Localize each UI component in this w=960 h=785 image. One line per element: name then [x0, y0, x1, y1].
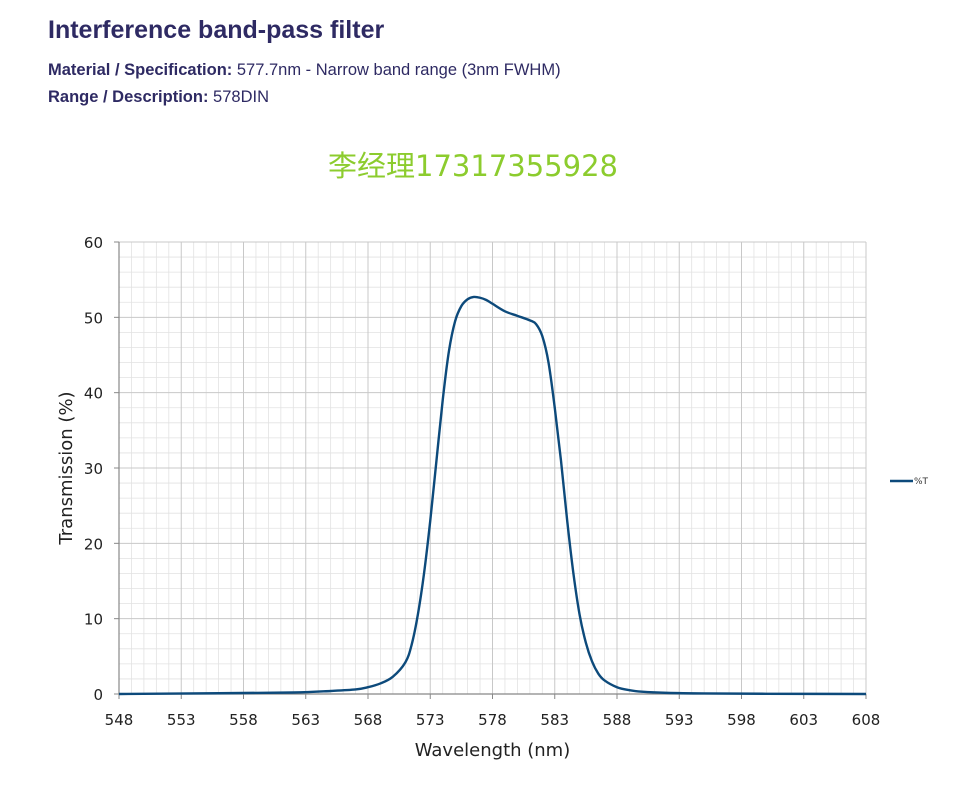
x-tick-label: 593: [665, 711, 694, 729]
y-tick-label: 0: [93, 686, 103, 704]
x-tick-label: 583: [540, 711, 569, 729]
x-tick-label: 578: [478, 711, 507, 729]
y-tick-label: 30: [84, 460, 103, 478]
y-axis-label: Transmission (%): [56, 391, 77, 545]
page-title: Interference band-pass filter: [48, 16, 385, 44]
x-tick-label: 553: [167, 711, 196, 729]
material-label: Material / Specification:: [48, 61, 233, 79]
y-tick-label: 60: [84, 234, 103, 252]
material-spec: Material / Specification: 577.7nm - Narr…: [48, 61, 561, 80]
series-group: [118, 295, 867, 696]
x-tick-label: 563: [291, 711, 320, 729]
x-tick-label: 558: [229, 711, 258, 729]
legend-label-t: %T: [914, 477, 929, 487]
y-tick-labels: 0 10 20 30 40 50 60: [84, 234, 103, 704]
material-value: 577.7nm - Narrow band range (3nm FWHM): [232, 61, 561, 79]
x-tick-labels: 548 553 558 563 568 573 578 583 588 593 598 603 608: [105, 711, 881, 729]
y-tick-label: 10: [84, 611, 103, 629]
y-tick-label: 40: [84, 385, 103, 403]
axes: [114, 241, 867, 699]
contact-watermark: 李经理17317355928: [328, 149, 618, 183]
legend: %T: [890, 477, 929, 487]
x-axis-label: Wavelength (nm): [415, 740, 571, 761]
x-tick-label: 608: [852, 711, 881, 729]
range-value: 578DIN: [208, 88, 269, 106]
y-tick-label: 50: [84, 309, 103, 327]
range-label: Range / Description:: [48, 88, 209, 106]
x-tick-label: 548: [105, 711, 134, 729]
x-tick-label: 568: [354, 711, 383, 729]
x-tick-label: 573: [416, 711, 445, 729]
series-line-t: [118, 295, 867, 696]
x-tick-label: 588: [603, 711, 632, 729]
y-tick-label: 20: [84, 535, 103, 553]
x-tick-label: 603: [789, 711, 818, 729]
range-description: Range / Description: 578DIN: [48, 88, 269, 107]
x-tick-label: 598: [727, 711, 756, 729]
